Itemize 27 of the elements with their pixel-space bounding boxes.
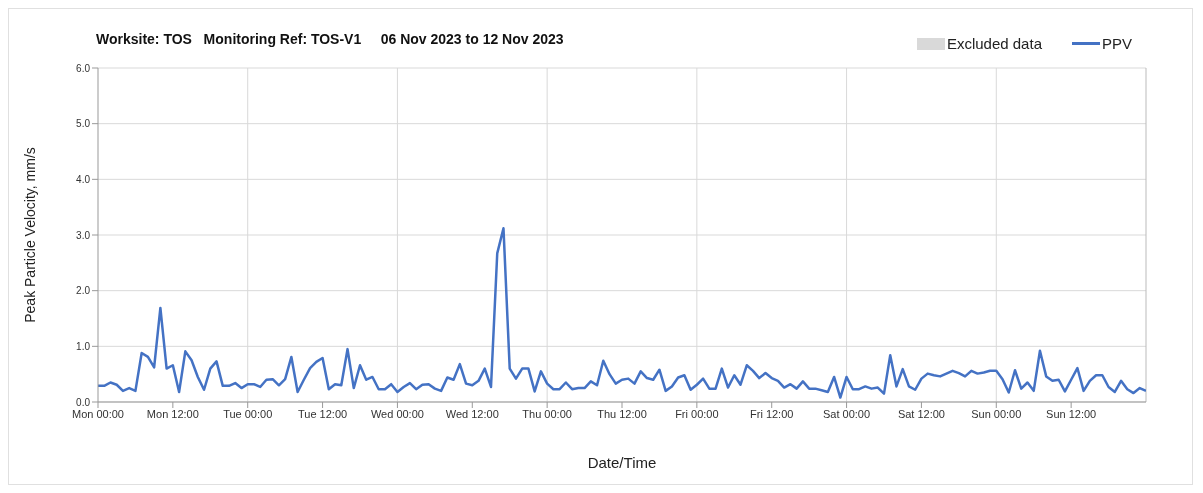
y-tick-label: 4.0 — [76, 173, 91, 185]
x-tick-label: Wed 00:00 — [370, 407, 424, 420]
x-tick-label: Fri 00:00 — [675, 407, 719, 420]
x-tick-label: Thu 00:00 — [522, 407, 572, 420]
x-tick-label: Sat 00:00 — [823, 407, 871, 420]
x-tick-label: Tue 00:00 — [223, 407, 273, 420]
x-tick-label: Sun 12:00 — [1046, 407, 1097, 420]
x-tick-label: Wed 12:00 — [445, 407, 499, 420]
y-tick-label: 2.0 — [76, 285, 91, 297]
line-series — [98, 227, 1146, 399]
x-tick-label: Tue 12:00 — [298, 407, 348, 420]
x-tick-label: Sat 12:00 — [897, 407, 945, 420]
y-axis-title: Peak Particle Velocity, mm/s — [21, 147, 38, 323]
legend-label: Excluded data — [946, 35, 1042, 52]
x-axis-title: Date/Time — [587, 454, 657, 471]
y-tick-label: 0.0 — [76, 396, 91, 408]
y-tick-label: 5.0 — [76, 118, 91, 130]
x-tick-label: Mon 12:00 — [146, 407, 199, 420]
y-tick-label: 1.0 — [76, 340, 91, 352]
chart-title: Worksite: TOS Monitoring Ref: TOS-V1 06 Nov 2023 to 12 Nov 2023 — [96, 31, 564, 47]
y-tick-label: 3.0 — [76, 229, 91, 241]
x-tick-label: Fri 12:00 — [750, 407, 794, 420]
x-tick-label: Mon 00:00 — [72, 407, 124, 420]
x-tick-label: Sun 00:00 — [971, 407, 1022, 420]
legend-label: PPV — [1101, 35, 1132, 52]
y-tick-label: 6.0 — [76, 62, 91, 74]
x-tick-label: Thu 12:00 — [597, 407, 647, 420]
